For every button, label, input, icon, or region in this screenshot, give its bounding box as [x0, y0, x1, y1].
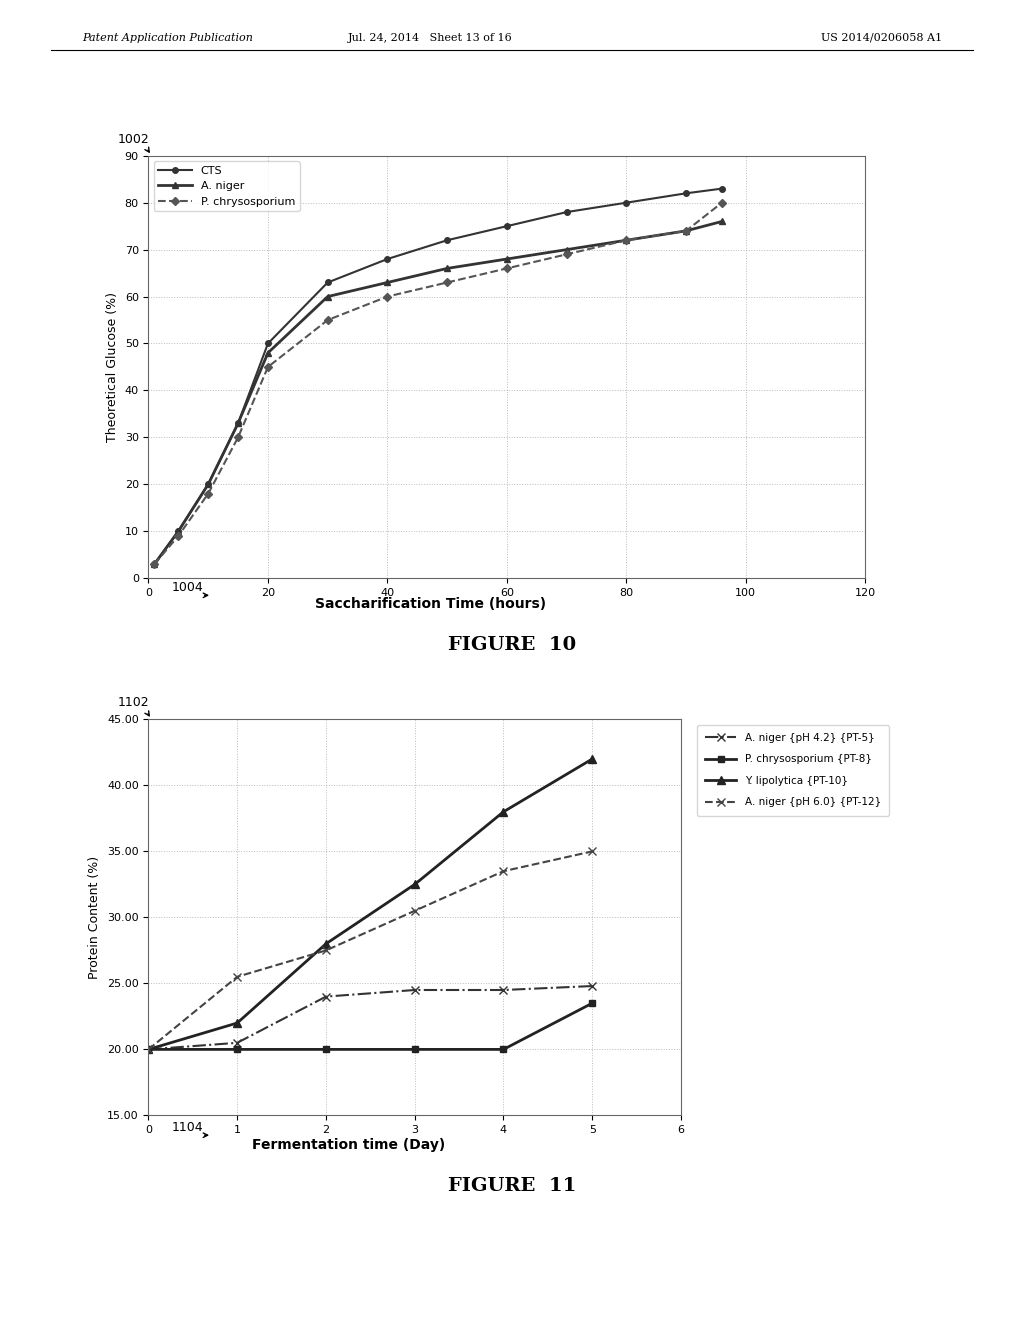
Y-axis label: Protein Content (%): Protein Content (%): [88, 855, 101, 979]
Line: Y. lipolytica {PT-10}: Y. lipolytica {PT-10}: [144, 755, 596, 1053]
A. niger: [621, 232, 633, 248]
P. chrysosporium: [322, 312, 334, 327]
Line: A. niger {pH 6.0} {PT-12}: A. niger {pH 6.0} {PT-12}: [144, 847, 596, 1053]
P. chrysosporium {PT-8}: [319, 1041, 332, 1057]
Text: FIGURE  11: FIGURE 11: [447, 1177, 577, 1196]
CTS: [501, 218, 513, 234]
Text: 1002: 1002: [118, 132, 150, 145]
P. chrysosporium: [262, 359, 274, 375]
Y. lipolytica {PT-10}: [586, 751, 598, 767]
A. niger: [441, 260, 454, 276]
P. chrysosporium: [172, 528, 184, 544]
A. niger {pH 4.2} {PT-5}: [142, 1041, 155, 1057]
Line: A. niger: A. niger: [151, 218, 725, 568]
A. niger: [680, 223, 692, 239]
A. niger: [148, 556, 161, 572]
P. chrysosporium: [621, 232, 633, 248]
P. chrysosporium {PT-8}: [586, 995, 598, 1011]
CTS: [716, 181, 728, 197]
Text: Jul. 24, 2014   Sheet 13 of 16: Jul. 24, 2014 Sheet 13 of 16: [348, 33, 512, 44]
Text: FIGURE  10: FIGURE 10: [447, 636, 577, 655]
P. chrysosporium: [560, 247, 572, 263]
CTS: [202, 477, 214, 492]
Line: A. niger {pH 4.2} {PT-5}: A. niger {pH 4.2} {PT-5}: [144, 982, 596, 1053]
CTS: [322, 275, 334, 290]
P. chrysosporium {PT-8}: [142, 1041, 155, 1057]
Legend: CTS, A. niger, P. chrysosporium: CTS, A. niger, P. chrysosporium: [154, 161, 300, 211]
Text: 1102: 1102: [118, 696, 150, 709]
Text: Fermentation time (Day): Fermentation time (Day): [252, 1138, 444, 1152]
P. chrysosporium: [381, 289, 393, 305]
P. chrysosporium {PT-8}: [409, 1041, 421, 1057]
Line: P. chrysosporium: P. chrysosporium: [152, 199, 725, 566]
A. niger: [716, 214, 728, 230]
A. niger: [322, 289, 334, 305]
A. niger: [172, 523, 184, 539]
A. niger: [262, 345, 274, 360]
P. chrysosporium {PT-8}: [231, 1041, 244, 1057]
A. niger: [202, 477, 214, 492]
A. niger {pH 6.0} {PT-12}: [586, 843, 598, 859]
CTS: [262, 335, 274, 351]
Text: 1104: 1104: [172, 1121, 204, 1134]
Text: US 2014/0206058 A1: US 2014/0206058 A1: [821, 33, 942, 44]
P. chrysosporium {PT-8}: [498, 1041, 510, 1057]
Y. lipolytica {PT-10}: [498, 804, 510, 820]
A. niger {pH 4.2} {PT-5}: [498, 982, 510, 998]
P. chrysosporium: [202, 486, 214, 502]
CTS: [381, 251, 393, 267]
CTS: [172, 523, 184, 539]
P. chrysosporium: [501, 260, 513, 276]
Y. lipolytica {PT-10}: [319, 936, 332, 952]
Y. lipolytica {PT-10}: [409, 876, 421, 892]
CTS: [148, 556, 161, 572]
CTS: [560, 205, 572, 220]
CTS: [441, 232, 454, 248]
A. niger {pH 6.0} {PT-12}: [498, 863, 510, 879]
Legend: A. niger {pH 4.2} {PT-5}, P. chrysosporium {PT-8}, Y. lipolytica {PT-10}, A. nig: A. niger {pH 4.2} {PT-5}, P. chrysospori…: [696, 725, 889, 816]
CTS: [621, 195, 633, 211]
A. niger {pH 6.0} {PT-12}: [231, 969, 244, 985]
A. niger {pH 4.2} {PT-5}: [231, 1035, 244, 1051]
CTS: [231, 416, 244, 432]
A. niger {pH 4.2} {PT-5}: [319, 989, 332, 1005]
Line: P. chrysosporium {PT-8}: P. chrysosporium {PT-8}: [145, 999, 596, 1053]
Y. lipolytica {PT-10}: [142, 1041, 155, 1057]
A. niger: [381, 275, 393, 290]
Text: Patent Application Publication: Patent Application Publication: [82, 33, 253, 44]
Y. lipolytica {PT-10}: [231, 1015, 244, 1031]
P. chrysosporium: [148, 556, 161, 572]
P. chrysosporium: [716, 195, 728, 211]
Line: CTS: CTS: [152, 186, 725, 566]
A. niger {pH 6.0} {PT-12}: [142, 1041, 155, 1057]
A. niger {pH 6.0} {PT-12}: [319, 942, 332, 958]
Y-axis label: Theoretical Glucose (%): Theoretical Glucose (%): [106, 292, 119, 442]
Text: Saccharification Time (hours): Saccharification Time (hours): [314, 597, 546, 611]
A. niger {pH 6.0} {PT-12}: [409, 903, 421, 919]
A. niger {pH 4.2} {PT-5}: [409, 982, 421, 998]
P. chrysosporium: [231, 429, 244, 445]
CTS: [680, 185, 692, 201]
A. niger {pH 4.2} {PT-5}: [586, 978, 598, 994]
A. niger: [231, 416, 244, 432]
P. chrysosporium: [680, 223, 692, 239]
A. niger: [560, 242, 572, 257]
P. chrysosporium: [441, 275, 454, 290]
A. niger: [501, 251, 513, 267]
Text: 1004: 1004: [172, 581, 204, 594]
